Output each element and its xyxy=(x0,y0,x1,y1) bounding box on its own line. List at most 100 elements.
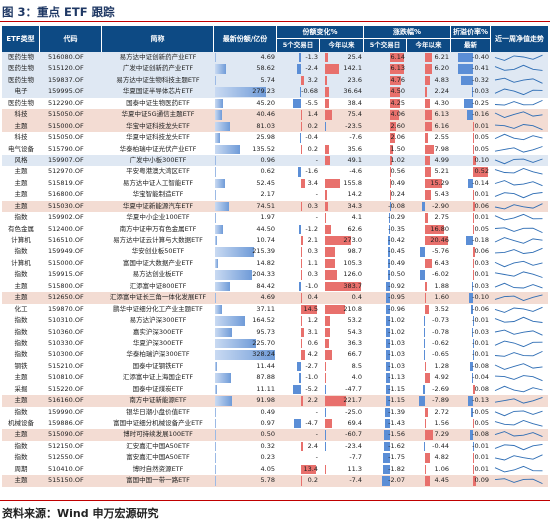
premium-latest: -0.03 xyxy=(451,327,491,338)
share-change-ytd-value: 25.4 xyxy=(347,53,362,61)
etf-scale: 0.23 xyxy=(214,452,277,463)
nav-sparkline xyxy=(491,269,548,280)
etf-scale-value: 11.44 xyxy=(256,361,275,370)
etf-code: 159915.OF xyxy=(48,270,84,279)
return-ytd: -2.69 xyxy=(407,384,451,395)
return-5d-value: -1.43 xyxy=(388,419,405,427)
share-change-ytd-bar xyxy=(325,87,329,97)
return-ytd: 2.24 xyxy=(407,86,451,97)
share-change-5d-bar xyxy=(300,75,305,86)
return-5d-value: -1.13 xyxy=(388,373,405,382)
return-ytd-value: -5.76 xyxy=(432,247,449,256)
premium-latest-bar xyxy=(471,407,473,417)
header-sparkline: 近一周净值走势 xyxy=(491,26,548,52)
sparkline-path xyxy=(494,123,543,130)
share-change-ytd-bar xyxy=(325,361,327,372)
etf-name: 易方达中证创新药产业ETF xyxy=(119,53,197,61)
sparkline-chart xyxy=(494,385,543,392)
return-ytd-value: 6.20 xyxy=(434,64,449,73)
premium-latest: -0.06 xyxy=(451,304,491,315)
nav-sparkline xyxy=(491,235,548,246)
share-change-ytd-bar xyxy=(325,98,329,109)
share-change-ytd-value: 155.8 xyxy=(343,178,362,187)
etf-scale-value: 0.96 xyxy=(260,155,275,164)
share-change-5d-value: - xyxy=(315,190,318,199)
share-change-ytd-bar xyxy=(325,155,330,166)
share-change-ytd: 126.0 xyxy=(320,269,364,280)
premium-latest: -0.01 xyxy=(451,338,491,349)
share-change-ytd-value: 221.7 xyxy=(343,396,362,405)
share-change-5d-value: 1.4 xyxy=(307,110,318,119)
return-ytd-bar xyxy=(424,133,428,143)
etf-scale-value: 215.39 xyxy=(252,247,275,256)
premium-latest-value: -0.08 xyxy=(472,430,489,439)
return-5d-value: 4.76 xyxy=(390,75,405,84)
share-change-5d-value: 3.2 xyxy=(307,75,318,84)
return-5d-value: -1.39 xyxy=(388,407,405,416)
share-change-5d-bar xyxy=(300,110,303,120)
return-5d-bar xyxy=(389,110,400,120)
table-row: 主题 515819.OF 易方达中证人工智能ETF 52.45 3.4 155.8 0.49… xyxy=(2,178,548,189)
etf-name: 嘉实沪深300ETF xyxy=(132,327,184,336)
share-change-ytd: -7.6 xyxy=(320,132,364,143)
return-5d-bar xyxy=(389,87,401,97)
etf-scale-bar xyxy=(215,407,216,417)
etf-scale-value: 44.50 xyxy=(256,224,275,233)
sparkline-path xyxy=(494,385,543,392)
share-change-ytd-value: -7.6 xyxy=(349,133,362,142)
share-change-ytd-bar xyxy=(325,281,362,292)
etf-scale: 44.50 xyxy=(214,224,277,235)
table-row: 指数 159915.OF 易方达创业板ETF 204.33 0.3 126.0 -0.50 -… xyxy=(2,269,548,280)
premium-latest-value: 0.05 xyxy=(474,419,489,427)
return-5d-value: -2.07 xyxy=(388,476,405,485)
return-5d: -0.49 xyxy=(364,258,407,269)
table-row: 计算机 516510.OF 易方达中证云计算与大数据ETF 10.74 2.1 273.0… xyxy=(2,235,548,246)
return-ytd: -0.73 xyxy=(407,315,451,326)
header-scale: 最新份额/亿份 xyxy=(214,26,276,52)
share-change-5d-value: - xyxy=(315,155,318,164)
sparkline-path xyxy=(494,351,543,358)
header-share-5d: 5个交易日 xyxy=(277,39,319,52)
share-change-5d-value: 4.2 xyxy=(307,350,318,359)
premium-latest: -0.04 xyxy=(451,372,491,383)
etf-scale-value: 0.50 xyxy=(260,430,275,439)
etf-code: 515800.OF xyxy=(48,281,84,290)
premium-latest-bar xyxy=(473,201,475,212)
return-5d-value: -1.15 xyxy=(388,384,405,393)
share-change-5d-bar xyxy=(299,373,301,383)
premium-latest-value: 0.05 xyxy=(474,133,489,142)
return-ytd-value: 2.55 xyxy=(434,133,449,142)
sparkline-chart xyxy=(494,133,543,141)
share-change-ytd-value: 62.6 xyxy=(347,224,362,233)
sparkline-path xyxy=(494,271,543,279)
premium-latest-bar xyxy=(471,373,473,383)
share-change-5d-value: 0.3 xyxy=(307,247,318,256)
premium-latest-value: 0.52 xyxy=(474,167,489,176)
share-change-5d-value: -4.7 xyxy=(305,419,318,427)
etf-name: 汇安嘉汇中国A50ETF xyxy=(126,441,190,450)
share-change-5d: -1.0 xyxy=(277,281,320,292)
return-5d-bar xyxy=(385,373,390,383)
premium-latest-value: -0.05 xyxy=(472,407,489,416)
share-change-ytd-bar xyxy=(325,247,335,257)
return-5d-bar xyxy=(388,213,390,223)
return-ytd: 4.82 xyxy=(407,452,451,463)
premium-latest-value: -0.01 xyxy=(472,441,489,450)
table-row: 主题 515800.OF 汇添富中证800ETF 84.42 -1.0 383.7 -0.9… xyxy=(2,281,548,292)
return-5d: 4.50 xyxy=(364,86,407,97)
return-ytd-bar xyxy=(424,258,433,269)
premium-latest: -0.01 xyxy=(451,349,491,360)
share-change-ytd-bar xyxy=(325,53,328,63)
etf-scale-bar xyxy=(215,110,223,120)
return-ytd-value: -0.44 xyxy=(432,441,449,450)
premium-latest-value: 0.09 xyxy=(474,476,489,485)
etf-scale-value: 91.98 xyxy=(256,396,275,405)
table-row: 指数 510310.OF 易方达沪深300ETF 164.52 1.2 53.2 -1.02… xyxy=(2,315,548,326)
return-5d-value: -0.29 xyxy=(388,213,405,222)
share-change-5d-bar xyxy=(300,396,304,406)
etf-scale-bar xyxy=(215,419,216,429)
etf-code: 510360.OF xyxy=(48,327,84,336)
etf-scale-value: 2.17 xyxy=(260,190,275,199)
return-5d-bar xyxy=(384,430,390,440)
return-ytd-value: 4.92 xyxy=(434,373,449,382)
